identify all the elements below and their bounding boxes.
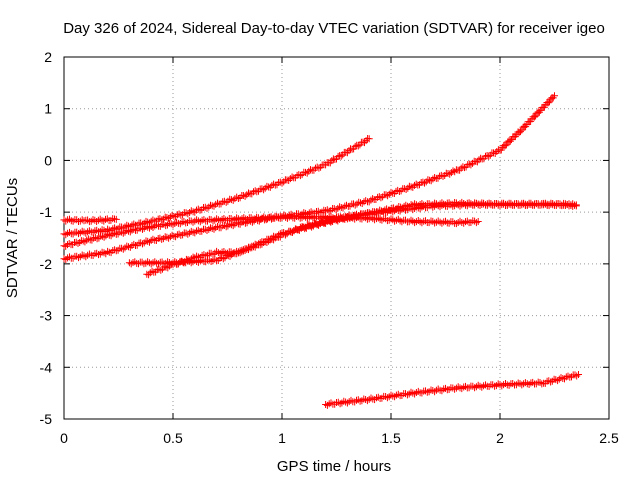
y-tick-label: -5 — [40, 411, 53, 427]
plot-frame — [63, 56, 610, 420]
y-tick-label: 0 — [44, 152, 52, 168]
data-series — [60, 92, 582, 409]
x-tick-label: 2.5 — [599, 430, 619, 446]
chart-title: Day 326 of 2024, Sidereal Day-to-day VTE… — [63, 20, 605, 37]
series-arc-2 — [60, 135, 373, 239]
x-tick-label: 0.5 — [163, 430, 183, 446]
series-arc-1 — [60, 215, 120, 226]
x-tick-label: 1 — [278, 430, 286, 446]
series-arc-4 — [60, 92, 558, 263]
y-axis-label: SDTVAR / TECUs — [4, 178, 21, 298]
x-tick-label: 1.5 — [381, 430, 401, 446]
x-axis-label: GPS time / hours — [277, 458, 391, 475]
y-tick-label: -4 — [40, 359, 53, 375]
x-tick-label: 2 — [496, 430, 504, 446]
axis-ticks: 0 0.5 1 1.5 2 2.5 -5 -4 -3 -2 -1 0 1 2 — [40, 49, 619, 446]
y-tick-label: -3 — [40, 308, 53, 324]
y-tick-label: 1 — [44, 101, 52, 117]
y-tick-label: -1 — [40, 204, 53, 220]
series-arc-7 — [322, 371, 582, 409]
x-tick-label: 0 — [60, 430, 68, 446]
y-tick-label: 2 — [44, 49, 52, 65]
y-tick-label: -2 — [40, 256, 53, 272]
series-arc-6 — [143, 198, 580, 279]
